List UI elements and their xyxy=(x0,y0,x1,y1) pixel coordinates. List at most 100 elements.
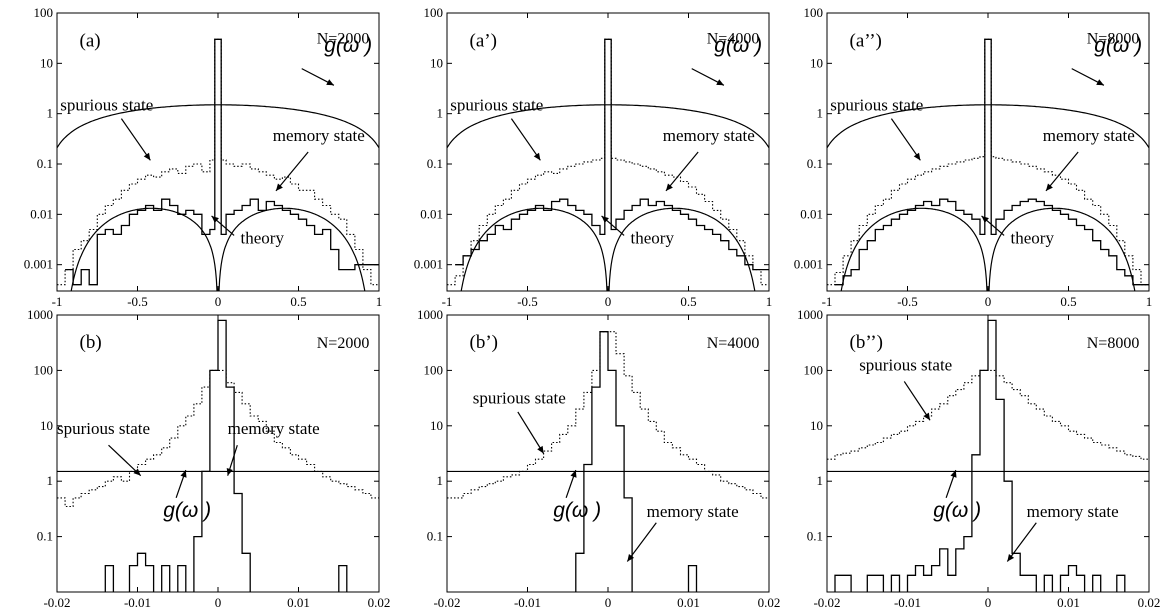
g-omega-curve xyxy=(57,104,379,149)
g-omega-annotation: g(ω ) xyxy=(324,34,372,57)
memory-state-annotation-arrow-head xyxy=(226,468,233,476)
g-omega-annotation: g(ω ) xyxy=(933,499,981,522)
y-tick-label: 1000 xyxy=(797,307,823,322)
spurious-state-annotation-arrow-line xyxy=(890,118,921,161)
x-tick-label: 0.01 xyxy=(677,595,700,610)
plot-area xyxy=(827,38,1149,291)
spurious-state-annotation-arrow-line xyxy=(903,381,931,421)
panel-label: (a) xyxy=(80,30,101,51)
y-tick-label: 0.001 xyxy=(794,257,823,272)
g-omega-annotation: g(ω ) xyxy=(553,499,601,522)
theory-annotation: theory xyxy=(1011,229,1055,248)
g-omega-annotation: g(ω ) xyxy=(1094,34,1142,57)
memory-state-annotation: memory state xyxy=(663,126,755,145)
spurious-state-annotation-arrow-line xyxy=(108,444,142,477)
panel-label: (a’’) xyxy=(850,30,882,51)
x-tick-label: -0.5 xyxy=(127,294,148,309)
x-tick-label: 0.5 xyxy=(290,294,306,309)
memory-state-annotation-arrow-line xyxy=(1045,151,1079,192)
spurious-state-annotation: spurious state xyxy=(57,419,150,438)
g-omega-annotation: g(ω ) xyxy=(163,499,211,522)
panel-2: -1 -0.5 0 0.5 1 100 10 1 0.1 0.01 0.001 (a’’) N=8000… xyxy=(794,5,1153,309)
theory-annotation: theory xyxy=(631,229,675,248)
spurious-state-histogram xyxy=(827,369,1149,460)
theory-annotation-arrow-head xyxy=(981,215,989,223)
spurious-state-annotation-arrow-head xyxy=(143,152,151,161)
plot-area xyxy=(447,38,769,291)
spurious-state-annotation: spurious state xyxy=(450,95,543,114)
spurious-state-annotation: spurious state xyxy=(859,355,952,374)
y-tick-label: 100 xyxy=(804,5,824,20)
y-tick-label: 0.01 xyxy=(800,206,823,221)
theory-curve xyxy=(460,207,756,291)
spurious-state-annotation: spurious state xyxy=(830,95,923,114)
y-tick-label: 1 xyxy=(817,106,824,121)
x-tick-label: 0.5 xyxy=(1060,294,1076,309)
g-omega-annotation-arrow-head xyxy=(716,79,724,86)
x-tick-label: 1 xyxy=(1146,294,1153,309)
g-omega-annotation-arrow-head xyxy=(570,470,577,478)
memory-state-annotation-arrow-head xyxy=(275,183,283,191)
y-tick-label: 1 xyxy=(437,106,444,121)
panel-label: (b’) xyxy=(470,332,498,353)
memory-state-annotation-arrow-line xyxy=(275,151,309,192)
x-tick-label: 0.02 xyxy=(368,595,391,610)
theory-curve xyxy=(70,207,366,291)
memory-state-annotation: memory state xyxy=(1043,126,1135,145)
memory-state-annotation: memory state xyxy=(273,126,365,145)
memory-state-annotation-arrow-head xyxy=(1007,554,1015,562)
memory-state-annotation-arrow-line xyxy=(626,522,657,562)
x-tick-label: 1 xyxy=(766,294,773,309)
y-tick-label: 100 xyxy=(424,362,444,377)
panel-label: (b) xyxy=(80,332,102,353)
y-tick-label: 0.1 xyxy=(807,529,823,544)
theory-curve xyxy=(840,207,1136,291)
panel-label: (a’) xyxy=(470,30,497,51)
memory-state-annotation: memory state xyxy=(228,419,320,438)
theory-annotation-arrow-head xyxy=(601,215,609,223)
y-tick-label: 0.01 xyxy=(30,206,53,221)
memory-state-annotation-arrow-line xyxy=(1006,522,1037,562)
y-tick-label: 0.01 xyxy=(420,206,443,221)
theory-annotation-arrow-head xyxy=(211,215,219,223)
memory-state-annotation: memory state xyxy=(647,502,739,521)
n-label: N=8000 xyxy=(1087,31,1140,48)
y-tick-label: 10 xyxy=(430,418,443,433)
spurious-state-annotation-arrow-line xyxy=(517,411,545,454)
spurious-state-histogram xyxy=(447,38,769,286)
y-tick-label: 1 xyxy=(817,473,824,488)
y-tick-label: 1000 xyxy=(27,307,53,322)
memory-state-histogram xyxy=(575,331,698,592)
g-omega-annotation-arrow-head xyxy=(326,79,334,86)
memory-state-annotation-arrow-head xyxy=(1045,183,1053,191)
spurious-state-annotation: spurious state xyxy=(473,389,566,408)
n-label: N=8000 xyxy=(1087,335,1140,352)
y-tick-label: 0.1 xyxy=(427,156,443,171)
y-tick-label: 0.001 xyxy=(414,257,443,272)
x-tick-label: 0 xyxy=(215,595,222,610)
y-tick-label: 10 xyxy=(810,418,823,433)
y-tick-label: 100 xyxy=(34,5,54,20)
panel-3: -0.02 -0.01 0 0.01 0.02 1000 100 10 1 0.1 (b) N=200… xyxy=(27,307,390,610)
spurious-state-annotation-arrow-line xyxy=(510,118,541,161)
x-tick-label: -0.5 xyxy=(897,294,918,309)
memory-state-annotation: memory state xyxy=(1027,502,1119,521)
memory-state-histogram xyxy=(65,38,379,286)
g-omega-annotation-arrow-head xyxy=(180,470,187,478)
x-tick-label: -0.01 xyxy=(894,595,921,610)
g-omega-curve xyxy=(827,104,1149,149)
plot-area xyxy=(57,319,379,592)
panel-label: (b’’) xyxy=(850,332,883,353)
x-tick-label: 0.02 xyxy=(758,595,781,610)
y-tick-label: 100 xyxy=(34,362,54,377)
x-tick-label: -0.02 xyxy=(43,595,70,610)
n-label: N=4000 xyxy=(707,335,760,352)
x-tick-label: -0.5 xyxy=(517,294,538,309)
g-omega-annotation-arrow-head xyxy=(950,470,957,478)
theory-annotation: theory xyxy=(241,229,285,248)
y-tick-label: 100 xyxy=(804,362,824,377)
panel-0: -1 -0.5 0 0.5 1 100 10 1 0.1 0.01 0.001 (a) N=2000g(… xyxy=(24,5,383,309)
memory-state-histogram xyxy=(835,38,1149,286)
memory-state-histogram xyxy=(104,319,348,592)
